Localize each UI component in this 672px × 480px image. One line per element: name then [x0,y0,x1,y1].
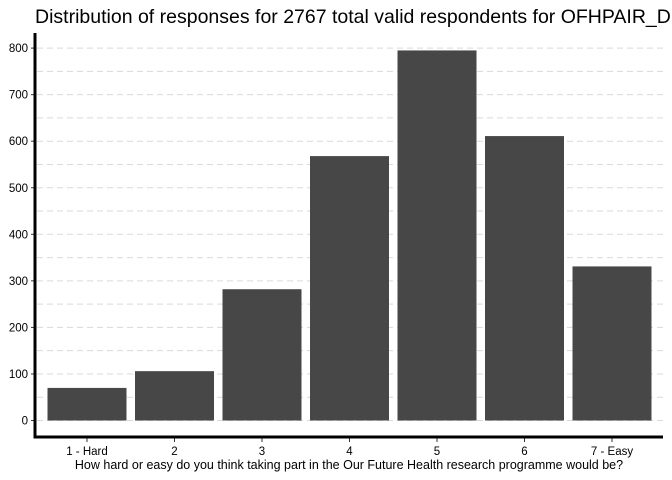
bar [485,136,564,421]
y-tick-label: 0 [22,416,28,428]
y-tick-label: 100 [9,369,28,381]
bar [222,289,302,421]
y-tick-label: 400 [9,229,28,241]
bar [135,371,214,421]
x-tick-label: 6 [521,446,527,458]
bar [47,387,127,421]
y-tick-label: 800 [9,43,28,55]
y-tick-label: 500 [9,183,28,195]
y-tick-label: 600 [9,136,28,148]
x-axis-label: How hard or easy do you think taking par… [75,458,623,472]
bar [572,266,652,421]
y-tick-label: 700 [9,90,28,102]
bar [310,156,389,421]
x-tick-label: 7 - Easy [591,446,633,458]
x-tick-label: 5 [434,446,440,458]
x-tick-label: 2 [171,446,177,458]
y-tick-label: 200 [9,322,28,334]
x-tick-label: 3 [259,446,265,458]
bars [47,50,652,421]
bar [397,50,477,421]
x-tick-label: 4 [346,446,353,458]
chart-title: Distribution of responses for 2767 total… [35,6,671,28]
y-axis-ticks: 0 100 200 300 400 500 600 700 800 [9,43,34,428]
x-tick-label: 1 - Hard [66,446,108,458]
axes [33,33,663,439]
y-tick-label: 300 [9,276,28,288]
x-axis-ticks: 1 - Hard 2 3 4 5 6 7 - Easy [66,438,633,458]
